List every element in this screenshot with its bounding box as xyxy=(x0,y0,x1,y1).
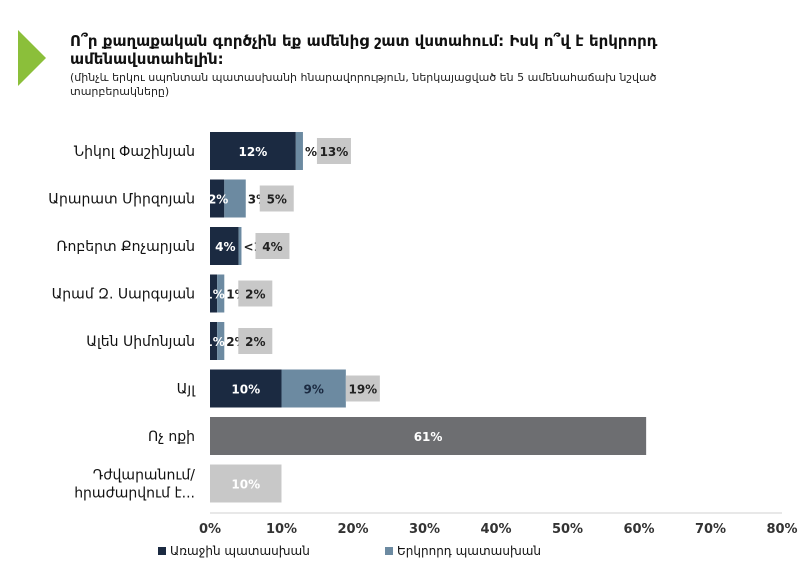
bar-second-answer xyxy=(217,274,225,313)
category-label: Այլ xyxy=(177,382,197,398)
bar-first-answer xyxy=(210,132,296,170)
data-label-first: 2% xyxy=(208,193,228,207)
total-label-box xyxy=(238,328,273,354)
category-label: հրաժարվում է... xyxy=(74,486,195,502)
data-label-total: 4% xyxy=(262,240,282,254)
legend-swatch-second xyxy=(385,547,393,555)
legend-label-second: Երկրորդ պատասխան xyxy=(397,544,541,558)
category-label: Արարատ Միրզոյան xyxy=(48,192,195,208)
category-label: Արամ Զ. Սարգսյան xyxy=(52,287,195,303)
bar-first-answer xyxy=(210,274,218,313)
bar-second-answer xyxy=(217,322,225,360)
total-label-box xyxy=(255,233,290,259)
bar-single xyxy=(210,417,647,455)
data-label-total: 13% xyxy=(320,145,349,159)
legend-label-first: Առաջին պատասխան xyxy=(170,544,310,558)
data-label-second: % xyxy=(305,145,317,159)
chart-subtitle: (մինչև երկու սպոնտան պատասխանի հնարավորո… xyxy=(70,71,657,98)
x-tick-label: 30% xyxy=(409,522,440,537)
data-label-first: 10% xyxy=(231,383,260,397)
x-tick-label: 60% xyxy=(623,522,654,537)
x-tick-label: 20% xyxy=(337,522,368,537)
data-label-total: 19% xyxy=(348,383,377,397)
x-tick-label: 10% xyxy=(266,522,297,537)
total-label-box xyxy=(238,280,273,307)
x-tick-label: 70% xyxy=(695,522,726,537)
category-label: Ալեն Սիմոնյան xyxy=(86,334,195,350)
data-label-first: 1% xyxy=(204,288,224,302)
data-label-first: 4% xyxy=(215,240,235,254)
data-label-single: 61% xyxy=(414,430,443,444)
bar-single xyxy=(210,464,282,503)
total-label-box xyxy=(345,375,380,402)
data-label-total: 5% xyxy=(267,193,287,207)
bar-first-answer xyxy=(210,322,218,360)
total-label-box xyxy=(316,138,351,164)
data-label-first: 12% xyxy=(239,145,268,159)
data-label-total: 2% xyxy=(245,288,265,302)
data-label-single: 10% xyxy=(231,478,260,492)
data-label-second: 9% xyxy=(303,383,323,397)
category-label: Ռոբերտ Քոչարյան xyxy=(56,239,195,255)
bar-second-answer xyxy=(281,369,346,408)
chart-title: Ո՞ր քաղաքական գործչին եք ամենից շատ վստա… xyxy=(70,32,658,68)
category-label: Ոչ ոքի xyxy=(148,429,195,445)
data-label-total: 2% xyxy=(245,335,265,349)
legend-swatch-first xyxy=(158,547,166,555)
bar-first-answer xyxy=(210,369,282,408)
data-label-first: 1% xyxy=(204,335,224,349)
category-label: Դժվարանում/ xyxy=(93,468,195,484)
category-label: Նիկոլ Փաշինյան xyxy=(74,144,195,160)
total-label-box xyxy=(259,185,294,212)
bar-second-answer xyxy=(224,179,246,218)
bar-first-answer xyxy=(210,179,225,218)
x-tick-label: 0% xyxy=(199,522,221,537)
x-tick-label: 80% xyxy=(766,522,797,537)
bar-second-answer xyxy=(238,227,242,265)
bar-first-answer xyxy=(210,227,239,265)
x-tick-label: 40% xyxy=(480,522,511,537)
x-tick-label: 50% xyxy=(552,522,583,537)
title-marker-triangle xyxy=(18,30,46,86)
bar-second-answer xyxy=(295,132,303,170)
